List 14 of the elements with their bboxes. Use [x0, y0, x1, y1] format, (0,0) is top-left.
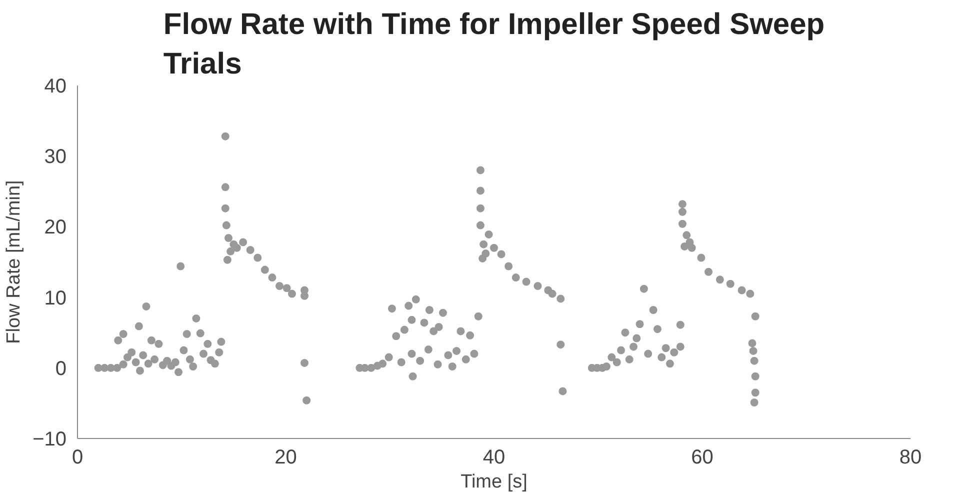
- y-tick-label: 0: [55, 358, 66, 380]
- x-tick-label: 80: [899, 446, 922, 468]
- chart-title: Flow Rate with Time for Impeller Speed Sweep Trials: [163, 8, 825, 80]
- x-axis-title: Time [s]: [460, 472, 528, 492]
- x-tick-label: 40: [482, 446, 506, 468]
- y-tick-label: 10: [44, 287, 67, 310]
- y-axis-title: Flow Rate [mL/min]: [4, 180, 25, 344]
- x-tick-label: 0: [72, 446, 84, 468]
- y-tick-label: 20: [44, 216, 67, 239]
- x-tick-label: 60: [691, 446, 714, 468]
- x-tick-label: 20: [274, 446, 297, 468]
- y-tick-label: −10: [32, 428, 67, 450]
- y-tick-label: 40: [44, 76, 67, 98]
- y-tick-label: 30: [44, 146, 67, 168]
